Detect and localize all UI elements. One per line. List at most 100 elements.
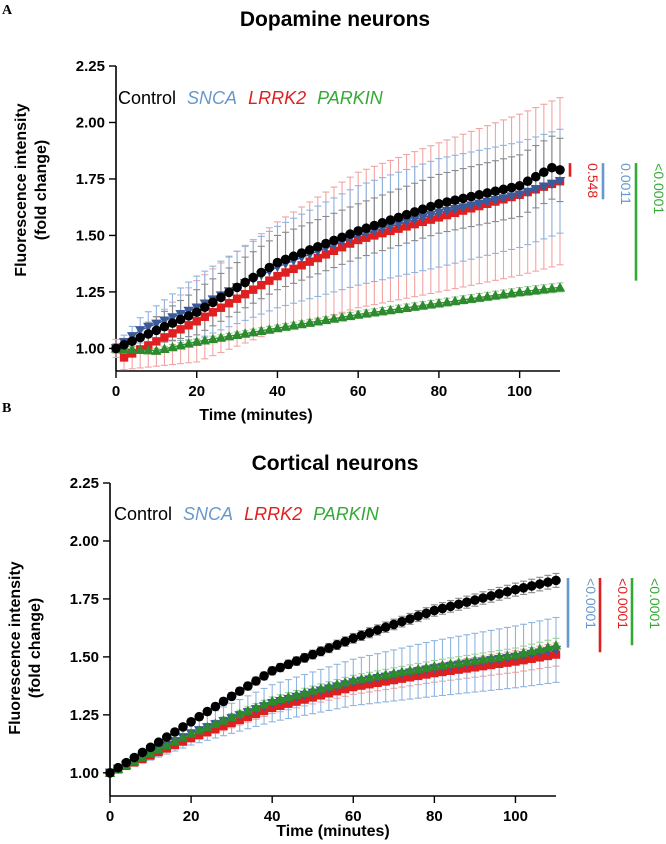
data-point: [183, 311, 194, 321]
data-point: [315, 683, 327, 693]
data-point: [313, 241, 323, 252]
data-point: [494, 651, 505, 662]
data-point: [273, 271, 282, 281]
data-point: [215, 332, 227, 342]
data-point: [526, 645, 537, 656]
y-tick-label: 1.75: [76, 171, 105, 188]
data-point: [340, 636, 350, 647]
legend: Control SNCA LRRK2 PARKIN: [118, 88, 384, 108]
data-point: [281, 268, 290, 277]
data-point: [159, 316, 170, 326]
legend: Control SNCA LRRK2 PARKIN: [114, 504, 380, 524]
y-axis-label-line1: Fluorescence intensity: [13, 103, 30, 276]
data-point: [372, 670, 383, 681]
data-point: [441, 296, 453, 307]
data-point: [453, 599, 464, 610]
data-point: [510, 584, 521, 595]
data-point: [208, 308, 218, 317]
x-axis-label: Time (minutes): [276, 823, 390, 840]
data-point: [393, 219, 404, 230]
data-point: [329, 246, 339, 256]
data-point: [296, 318, 307, 329]
data-point: [470, 595, 480, 605]
data-point: [369, 307, 380, 317]
data-point: [514, 286, 525, 297]
data-point: [550, 640, 562, 650]
data-point: [429, 605, 440, 616]
data-point: [304, 317, 315, 327]
data-point: [291, 689, 302, 699]
data-point: [185, 728, 197, 738]
y-tick-label: 1.50: [70, 649, 99, 666]
data-point: [554, 177, 566, 187]
data-point: [530, 185, 541, 195]
data-point: [539, 167, 549, 177]
data-point: [421, 608, 432, 619]
series-line: [109, 653, 557, 774]
data-point: [119, 353, 129, 362]
data-point: [502, 586, 513, 597]
data-point: [372, 625, 383, 635]
data-point: [283, 691, 294, 701]
data-point: [224, 299, 234, 308]
data-point: [466, 293, 477, 303]
data-point: [151, 325, 162, 336]
data-point: [143, 345, 154, 355]
data-point: [167, 313, 178, 323]
data-point: [249, 285, 258, 294]
data-point: [409, 207, 420, 217]
data-point: [161, 732, 172, 742]
data-point: [127, 336, 137, 346]
data-point: [336, 312, 348, 322]
series-control: [105, 575, 561, 778]
data-point: [332, 640, 342, 650]
data-point: [184, 321, 193, 330]
y-axis-label-line2: (fold change): [33, 140, 50, 240]
data-point: [321, 238, 331, 249]
data-point: [437, 603, 448, 614]
data-point: [160, 333, 169, 342]
data-point: [316, 646, 326, 657]
data-point: [401, 217, 412, 228]
y-tick-label: 2.25: [70, 475, 99, 492]
data-point: [275, 693, 286, 704]
y-tick-label: 1.00: [70, 765, 99, 782]
data-point: [313, 253, 323, 263]
plot-area: 1.00 1.25 1.50 1.75 2.00 2.25 0 20 40 60 80 100 <0.0…: [70, 475, 663, 825]
data-point: [466, 191, 477, 202]
data-point: [250, 702, 262, 712]
data-point: [151, 319, 162, 330]
data-point: [421, 662, 432, 672]
data-point: [126, 344, 138, 354]
data-point: [272, 257, 283, 268]
data-point: [176, 325, 185, 334]
data-point: [490, 196, 501, 206]
data-point: [234, 686, 245, 697]
data-point: [329, 235, 339, 246]
data-point: [337, 242, 347, 252]
data-point: [425, 299, 437, 309]
data-point: [218, 715, 229, 725]
data-point: [259, 671, 269, 681]
data-point: [194, 724, 205, 735]
legend-lrrk2: LRRK2: [244, 504, 302, 524]
data-point: [121, 757, 132, 768]
data-point: [401, 209, 412, 220]
data-point: [152, 337, 161, 346]
data-point: [474, 189, 485, 200]
data-point: [526, 581, 537, 591]
data-point: [433, 298, 445, 308]
data-point: [377, 305, 388, 316]
data-point: [323, 681, 335, 691]
data-point: [265, 276, 274, 285]
data-point: [425, 210, 437, 221]
data-point: [469, 655, 481, 665]
pvalue-label-snca: 0.0011: [618, 163, 634, 205]
data-point: [396, 666, 408, 676]
data-point: [200, 302, 210, 313]
data-point: [344, 310, 356, 321]
data-point: [312, 316, 324, 326]
data-point: [482, 291, 493, 301]
data-point: [168, 329, 177, 338]
data-point: [177, 732, 189, 742]
